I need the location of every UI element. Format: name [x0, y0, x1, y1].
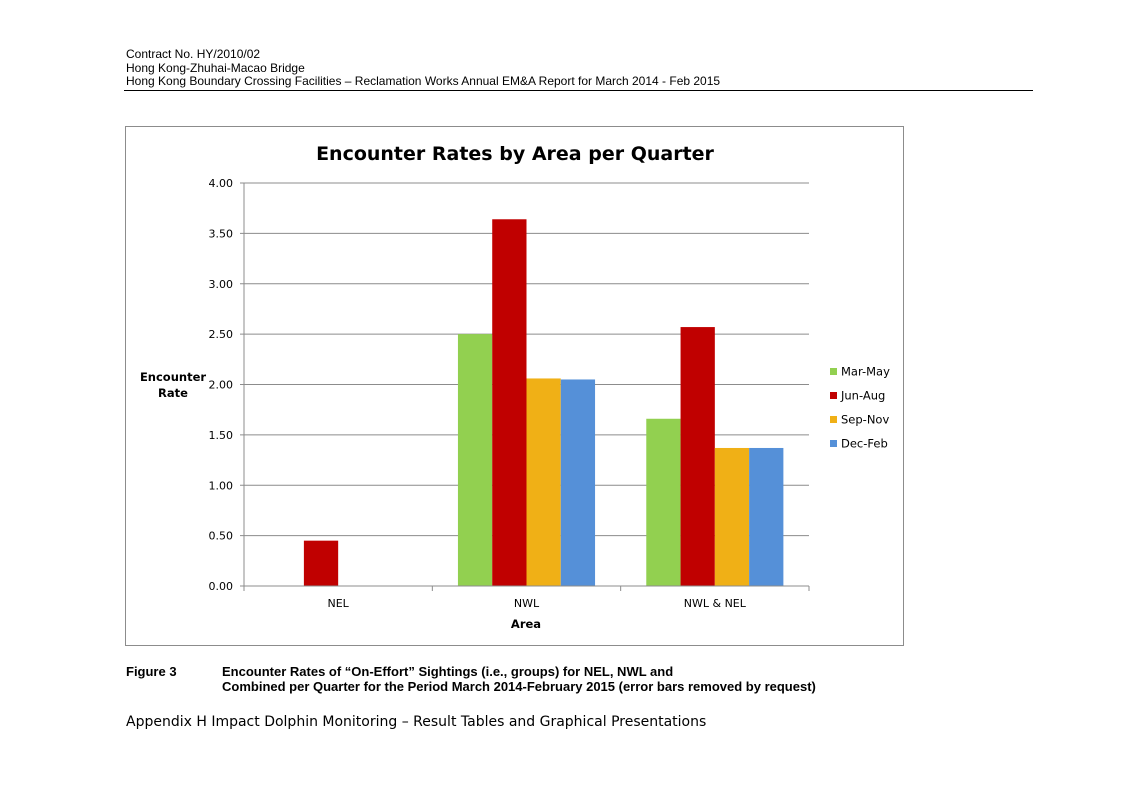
bar	[560, 379, 596, 586]
bar	[492, 219, 527, 586]
figure-label: Figure 3	[126, 664, 177, 679]
x-tick-label: NWL	[514, 597, 540, 610]
bar	[749, 447, 784, 586]
legend-label: Dec-Feb	[841, 437, 888, 451]
y-axis-label-line: Rate	[158, 386, 188, 400]
chart-frame: Encounter Rates by Area per Quarter 0.00…	[125, 126, 904, 646]
legend-swatch	[830, 416, 837, 423]
legend: Mar-May Jun-Aug Sep-Nov Dec-Feb	[830, 365, 890, 451]
contract-number: Contract No. HY/2010/02	[126, 47, 261, 61]
figure-caption-line1: Encounter Rates of “On-Effort” Sightings…	[222, 664, 674, 679]
bar	[714, 447, 750, 586]
bar	[680, 327, 715, 586]
y-tick-label: 1.00	[209, 479, 234, 492]
project-name: Hong Kong-Zhuhai-Macao Bridge	[126, 60, 305, 75]
bar	[457, 334, 493, 586]
report-title: Hong Kong Boundary Crossing Facilities –…	[126, 74, 721, 88]
y-tick-label: 1.50	[209, 429, 234, 442]
legend-swatch	[830, 440, 837, 447]
appendix-footer: Appendix H Impact Dolphin Monitoring – R…	[126, 714, 707, 730]
y-tick-labels: 0.00 0.50 1.00 1.50 2.00 2.50 3.00 3.50 4.00	[209, 177, 234, 593]
x-tick-label: NEL	[328, 597, 350, 610]
x-tick-label: NWL & NEL	[684, 597, 747, 610]
axes	[243, 183, 810, 591]
bar	[526, 378, 561, 586]
bar	[303, 540, 339, 586]
y-axis-label-line: Encounter	[140, 370, 206, 384]
legend-label: Jun-Aug	[840, 389, 885, 403]
figure-caption: Encounter Rates of “On-Effort” Sightings…	[222, 664, 902, 694]
legend-swatch	[830, 392, 837, 399]
y-tick-label: 3.00	[209, 278, 234, 291]
y-tick-label: 0.00	[209, 580, 234, 593]
header-divider	[124, 90, 1033, 91]
figure-caption-line2: Combined per Quarter for the Period Marc…	[222, 679, 816, 694]
bar-chart: Encounter Rates by Area per Quarter 0.00…	[140, 143, 890, 631]
bars	[303, 219, 784, 586]
y-tick-label: 4.00	[209, 177, 234, 190]
y-axis-label: Encounter Rate	[140, 370, 206, 400]
y-tick-label: 0.50	[209, 530, 234, 543]
x-axis-label: Area	[511, 617, 541, 631]
y-tick-label: 2.50	[209, 328, 234, 341]
bar	[646, 418, 681, 586]
chart-title: Encounter Rates by Area per Quarter	[316, 143, 714, 165]
report-header: Contract No. HY/2010/02 Hong Kong-Zhuhai…	[126, 47, 1033, 89]
y-tick-label: 2.00	[209, 379, 234, 392]
y-tick-label: 3.50	[209, 227, 234, 240]
legend-label: Sep-Nov	[841, 413, 889, 427]
x-tick-labels: NEL NWL NWL & NEL	[328, 597, 747, 610]
legend-swatch	[830, 368, 837, 375]
legend-label: Mar-May	[841, 365, 890, 379]
